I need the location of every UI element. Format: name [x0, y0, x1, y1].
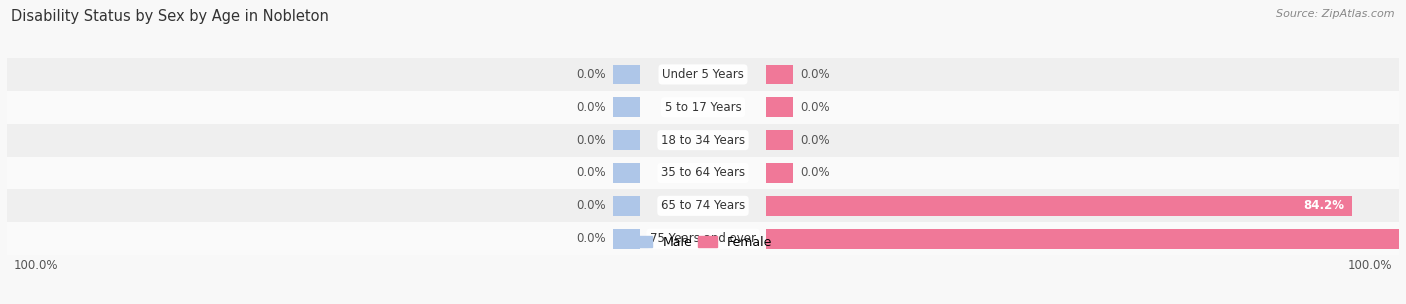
- Text: 0.0%: 0.0%: [576, 167, 606, 179]
- Text: 5 to 17 Years: 5 to 17 Years: [665, 101, 741, 114]
- Bar: [7, 91, 1399, 124]
- Bar: [7, 124, 1399, 157]
- Bar: [613, 163, 640, 183]
- Text: 35 to 64 Years: 35 to 64 Years: [661, 167, 745, 179]
- Text: 0.0%: 0.0%: [800, 101, 830, 114]
- Text: Disability Status by Sex by Age in Nobleton: Disability Status by Sex by Age in Noble…: [11, 9, 329, 24]
- Bar: [766, 97, 793, 117]
- Text: 0.0%: 0.0%: [576, 199, 606, 212]
- Bar: [766, 64, 793, 84]
- Text: 84.2%: 84.2%: [1303, 199, 1344, 212]
- Text: 0.0%: 0.0%: [576, 134, 606, 147]
- Bar: [7, 58, 1399, 91]
- Text: 18 to 34 Years: 18 to 34 Years: [661, 134, 745, 147]
- Bar: [766, 163, 793, 183]
- Text: 100.0%: 100.0%: [1347, 259, 1392, 272]
- Bar: [7, 222, 1399, 255]
- Text: Under 5 Years: Under 5 Years: [662, 68, 744, 81]
- Text: Source: ZipAtlas.com: Source: ZipAtlas.com: [1277, 9, 1395, 19]
- Text: 0.0%: 0.0%: [576, 68, 606, 81]
- Bar: [613, 229, 640, 249]
- Text: 100.0%: 100.0%: [14, 259, 59, 272]
- Text: 0.0%: 0.0%: [576, 232, 606, 245]
- Bar: [613, 64, 640, 84]
- Bar: [766, 229, 1406, 249]
- Bar: [613, 97, 640, 117]
- Text: 65 to 74 Years: 65 to 74 Years: [661, 199, 745, 212]
- Text: 0.0%: 0.0%: [800, 134, 830, 147]
- Text: 0.0%: 0.0%: [800, 68, 830, 81]
- Text: 75 Years and over: 75 Years and over: [650, 232, 756, 245]
- Legend: Male, Female: Male, Female: [628, 231, 778, 254]
- Bar: [766, 196, 1351, 216]
- Text: 0.0%: 0.0%: [800, 167, 830, 179]
- Bar: [613, 196, 640, 216]
- Bar: [766, 130, 793, 150]
- Bar: [7, 157, 1399, 189]
- Bar: [7, 189, 1399, 222]
- Bar: [613, 130, 640, 150]
- Text: 0.0%: 0.0%: [576, 101, 606, 114]
